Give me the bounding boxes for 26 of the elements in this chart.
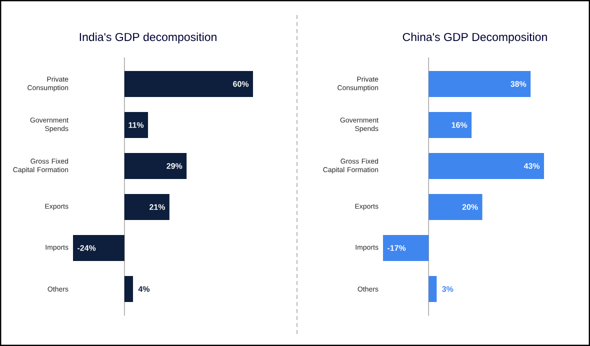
data-label: 21% bbox=[150, 204, 166, 210]
bar bbox=[124, 112, 148, 138]
bar bbox=[73, 235, 124, 262]
data-label: -24% bbox=[78, 245, 96, 251]
bar bbox=[428, 194, 482, 220]
data-label: 43% bbox=[524, 163, 540, 169]
bar bbox=[383, 235, 429, 262]
bar bbox=[428, 71, 531, 98]
data-label: 60% bbox=[233, 81, 249, 87]
data-label: 4% bbox=[138, 286, 150, 292]
data-label: 20% bbox=[462, 204, 478, 210]
bar bbox=[428, 112, 472, 138]
bar bbox=[124, 71, 254, 98]
chart-title: India's GDP decomposition bbox=[80, 32, 216, 44]
data-label: 3% bbox=[442, 286, 454, 292]
data-label: 16% bbox=[452, 122, 468, 128]
bar bbox=[428, 153, 544, 180]
data-label: 38% bbox=[510, 81, 526, 87]
bar bbox=[428, 276, 437, 302]
chart-title: China's GDP Decomposition bbox=[402, 32, 547, 44]
data-label: 29% bbox=[166, 163, 182, 169]
data-label: -17% bbox=[388, 245, 406, 251]
bar bbox=[124, 153, 187, 180]
bar bbox=[124, 276, 134, 302]
bar bbox=[124, 194, 170, 220]
data-label: 11% bbox=[128, 122, 144, 128]
